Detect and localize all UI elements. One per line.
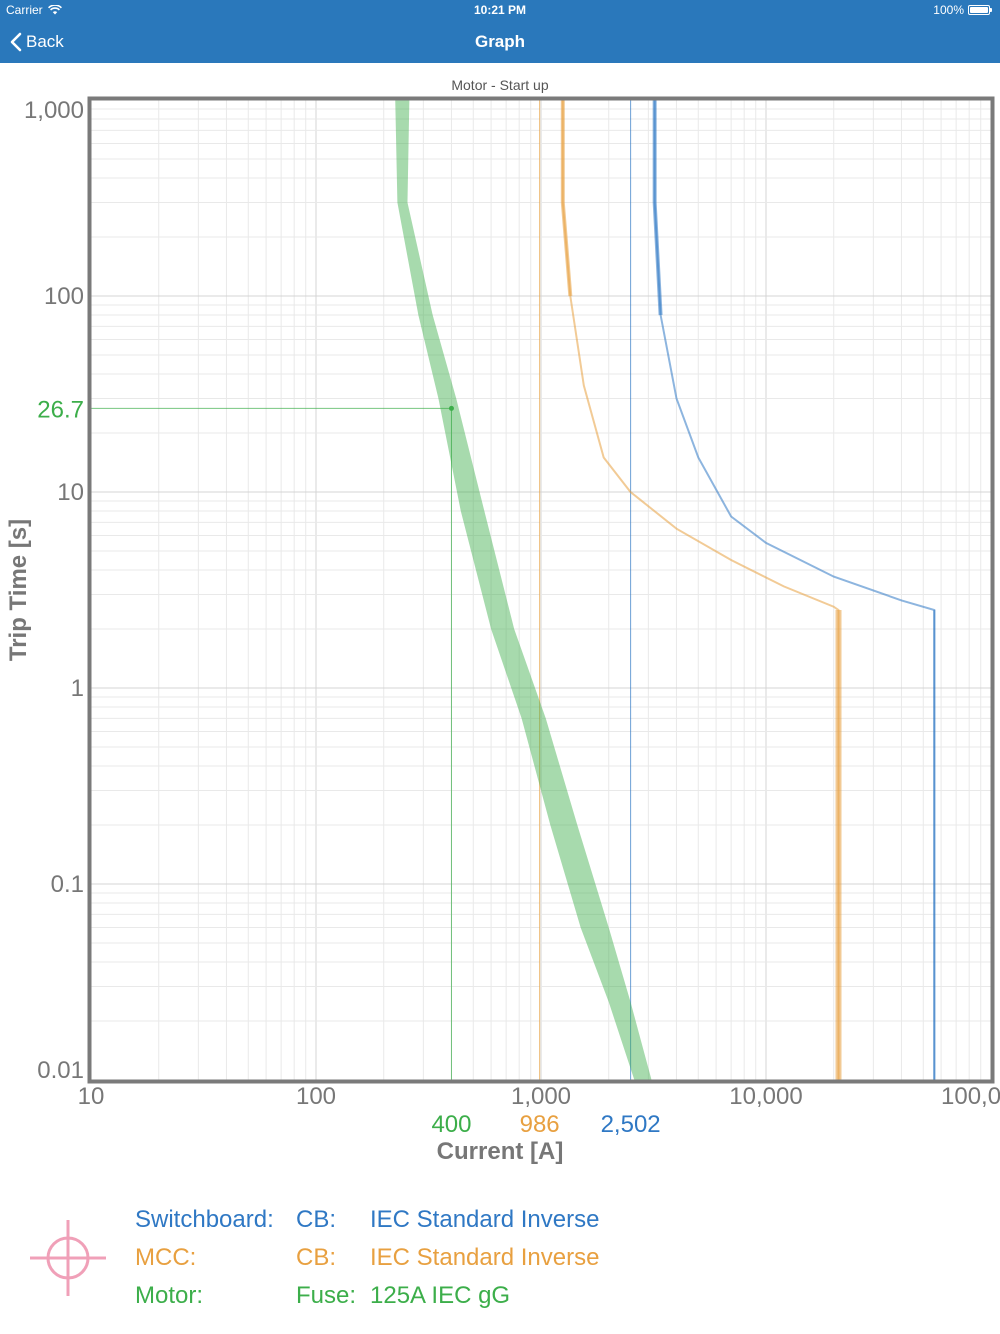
legend-curve-name: IEC Standard Inverse bbox=[370, 1206, 600, 1233]
grid bbox=[91, 100, 991, 1080]
status-battery: 100% bbox=[933, 3, 992, 17]
crosshair-target-icon[interactable] bbox=[28, 1218, 108, 1298]
back-button[interactable]: Back bbox=[10, 28, 64, 56]
x-axis-label: Current [A] bbox=[437, 1138, 564, 1165]
series-mcc bbox=[560, 100, 842, 1080]
y-tick-label: 0.01 bbox=[37, 1057, 84, 1084]
page-title: Graph bbox=[474, 32, 526, 51]
legend-curve-name: IEC Standard Inverse bbox=[370, 1244, 600, 1271]
x-tick-label: 10,000 bbox=[729, 1083, 802, 1110]
mcc-curve-top bbox=[560, 100, 573, 297]
legend-protection-type: Fuse: bbox=[296, 1282, 357, 1309]
legend-protection-type: CB: bbox=[296, 1244, 337, 1271]
trip-curve-chart[interactable]: Motor - Start up 1,000 100 10 1 0.1 0.01 26.7 10… bbox=[0, 63, 1000, 1183]
marker-label: 400 bbox=[431, 1111, 471, 1138]
x-tick-label: 10 bbox=[78, 1083, 105, 1110]
y-tick-label: 1 bbox=[71, 675, 84, 702]
x-tick-label: 100,000 bbox=[941, 1083, 1000, 1110]
legend-curve-name: 125A IEC gG bbox=[370, 1282, 511, 1309]
carrier-label: Carrier bbox=[6, 3, 43, 17]
motor-fuse-band bbox=[395, 100, 652, 1080]
status-carrier: Carrier bbox=[6, 3, 62, 17]
x-tick-label: 1,000 bbox=[511, 1083, 571, 1110]
series-motor bbox=[395, 100, 652, 1080]
y-tick-label: 1,000 bbox=[24, 97, 84, 124]
y-axis-label: Trip Time [s] bbox=[5, 519, 32, 661]
wifi-icon bbox=[47, 5, 62, 15]
marker-label: 986 bbox=[520, 1111, 560, 1138]
nav-bar: Carrier 10:21 PM 100% Back Graph bbox=[0, 0, 1000, 63]
legend-device-label: Motor: bbox=[135, 1282, 204, 1309]
x-tick-label: 100 bbox=[296, 1083, 336, 1110]
plot-border bbox=[87, 96, 995, 1084]
battery-percent: 100% bbox=[933, 3, 964, 17]
cursor-point bbox=[448, 405, 454, 411]
series-switchboard bbox=[652, 100, 936, 1080]
marker-label: 2,502 bbox=[601, 1111, 661, 1138]
y-tick-label: 10 bbox=[57, 479, 84, 506]
y-tick-label: 0.1 bbox=[51, 871, 84, 898]
cursor-y-label: 26.7 bbox=[37, 396, 84, 423]
chart-title: Motor - Start up bbox=[451, 77, 548, 93]
chevron-left-icon bbox=[10, 32, 22, 52]
battery-icon bbox=[968, 5, 992, 15]
y-tick-label: 100 bbox=[44, 283, 84, 310]
legend-device-label: Switchboard: bbox=[135, 1206, 274, 1233]
legend-device-label: MCC: bbox=[135, 1244, 197, 1271]
legend-protection-type: CB: bbox=[296, 1206, 337, 1233]
plot-area bbox=[91, 100, 936, 1080]
back-label: Back bbox=[26, 32, 64, 51]
switchboard-curve-top bbox=[652, 100, 663, 316]
status-time: 10:21 PM bbox=[473, 3, 527, 17]
